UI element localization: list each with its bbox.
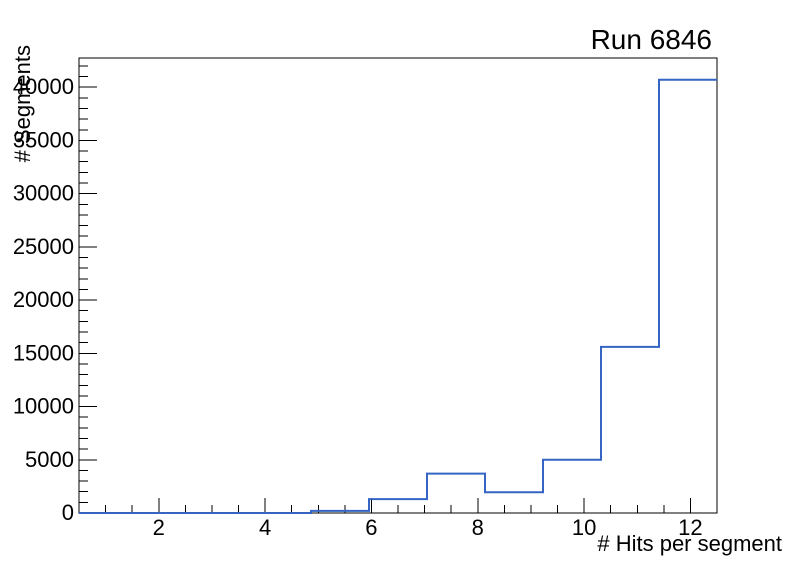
y-tick-label: 35000 (13, 127, 74, 152)
x-axis-tick-labels: 2 4 6 8 10 12 (153, 515, 703, 540)
y-tick-label: 30000 (13, 181, 74, 206)
y-tick-label: 10000 (13, 394, 74, 419)
y-tick-label: 25000 (13, 234, 74, 259)
x-tick-label: 4 (259, 515, 271, 540)
plot-frame (78, 57, 718, 514)
y-tick-label: 40000 (13, 74, 74, 99)
x-tick-label: 12 (678, 515, 702, 540)
x-tick-label: 8 (472, 515, 484, 540)
y-axis-ticks (79, 65, 97, 514)
y-tick-label: 0 (62, 500, 74, 525)
x-axis-ticks (105, 498, 691, 513)
y-axis-tick-labels: 0 5000 10000 15000 20000 25000 30000 35000 40000 (13, 74, 74, 525)
x-tick-label: 6 (365, 515, 377, 540)
histogram-step-line (79, 78, 717, 514)
x-tick-label: 10 (572, 515, 596, 540)
chart-title: Run 6846 (591, 24, 712, 55)
y-tick-label: 15000 (13, 340, 74, 365)
y-tick-label: 20000 (13, 287, 74, 312)
x-tick-label: 2 (153, 515, 165, 540)
x-axis-title: # Hits per segment (597, 531, 782, 556)
y-axis-title: # Segments (10, 45, 35, 162)
y-tick-label: 5000 (25, 447, 74, 472)
